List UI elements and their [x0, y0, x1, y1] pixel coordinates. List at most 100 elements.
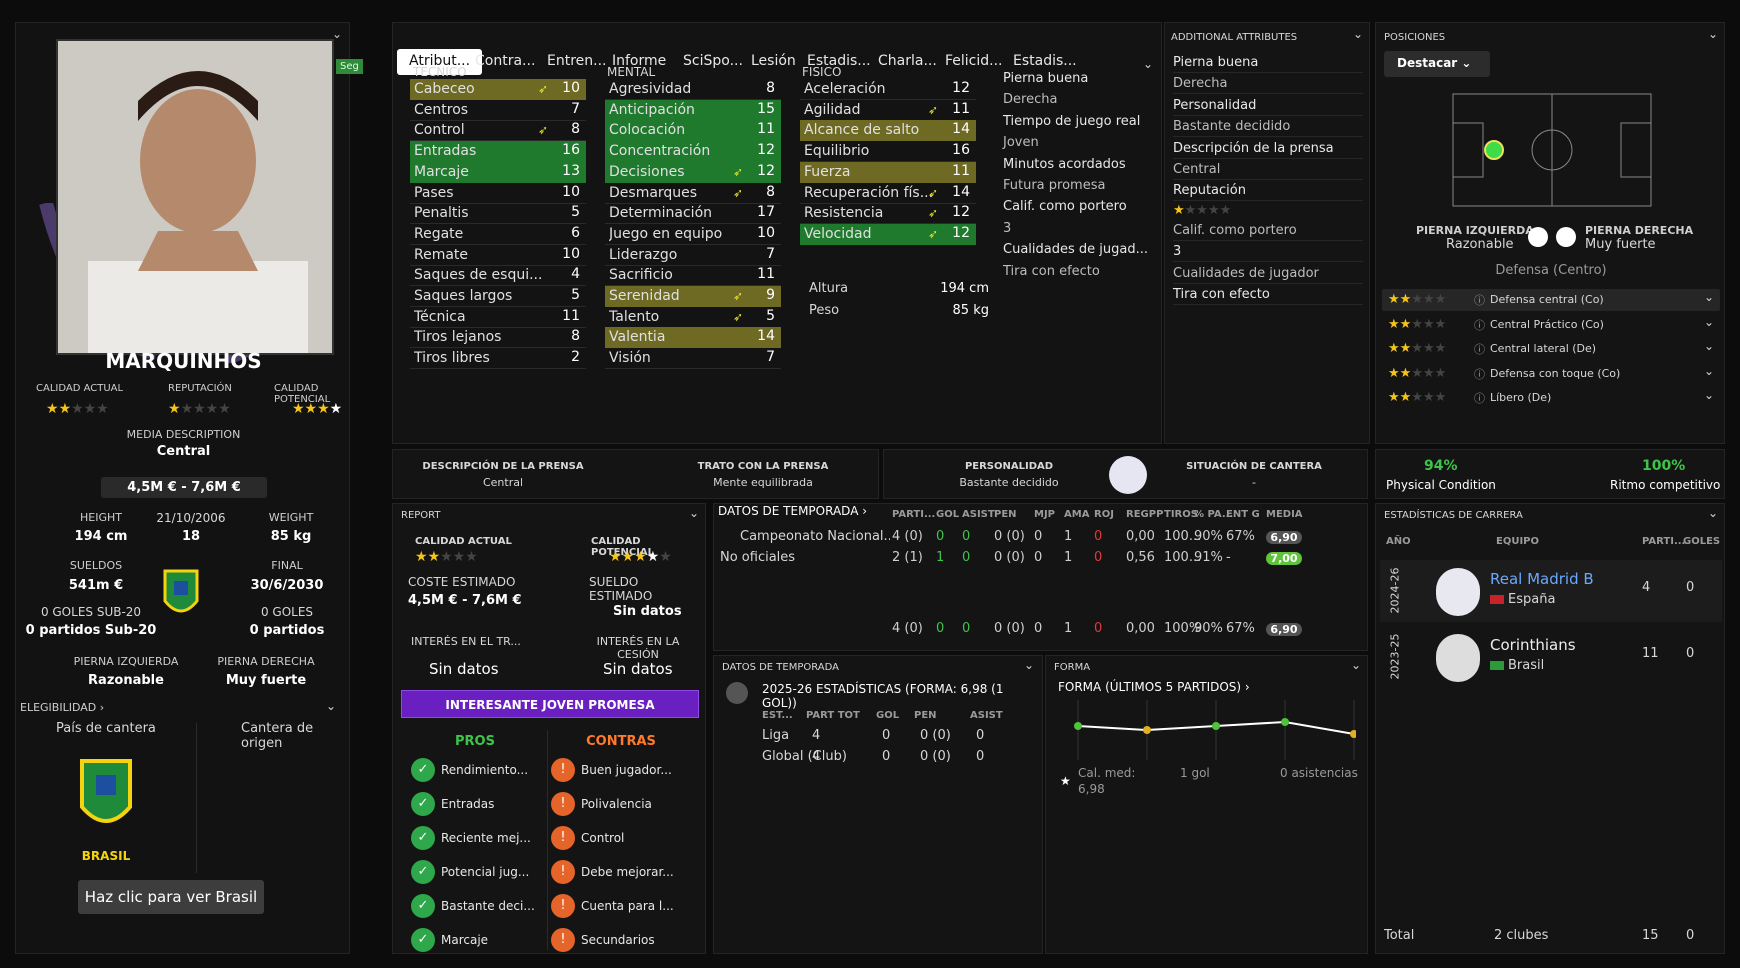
role-row[interactable]: ★★★★★ ⓘ Defensa con toque (Co) ⌄ — [1382, 363, 1720, 385]
season-total-cell: 0 — [1094, 621, 1103, 636]
chevron-down-icon[interactable]: ⌄ — [1708, 506, 1719, 520]
attr-value: 8 — [766, 183, 775, 200]
role-row[interactable]: ★★★★★ ⓘ Central Práctico (Co) ⌄ — [1382, 314, 1720, 336]
career-row[interactable]: 2024-26 Real Madrid B España 4 0 — [1380, 560, 1722, 622]
contras-item[interactable]: Polivalencia — [581, 797, 652, 811]
form-point[interactable] — [1143, 726, 1151, 734]
pros-item[interactable]: Marcaje — [441, 933, 489, 947]
highlight-dropdown[interactable]: Destacar ⌄ — [1384, 51, 1490, 77]
chevron-down-icon[interactable]: ⌄ — [1024, 658, 1035, 672]
tab-6[interactable]: Estadis... — [807, 53, 871, 69]
report-panel: REPORT ⌄ CALIDAD ACTUAL ★★★★★ CALIDAD PO… — [392, 503, 706, 954]
chevron-down-icon[interactable]: ⌄ — [1704, 363, 1715, 378]
divider — [605, 99, 781, 100]
attr-row-tecnico: Pases 10 — [410, 183, 586, 204]
season-col: TIROS — [1164, 509, 1198, 520]
attr-value: 8 — [766, 80, 775, 96]
additional-item: Central — [1173, 162, 1363, 180]
pros-item[interactable]: Potencial jug... — [441, 865, 530, 879]
chevron-down-icon[interactable]: ⌄ — [1143, 57, 1154, 71]
pros-item[interactable]: Rendimiento... — [441, 763, 529, 777]
chevron-down-icon[interactable]: ⌄ — [1708, 27, 1719, 41]
nation-label: BRASIL — [81, 849, 131, 863]
trato-value: Mente equilibrada — [713, 476, 813, 489]
divider — [196, 723, 197, 873]
star-icon: ★ — [1060, 774, 1071, 788]
pros-item[interactable]: Reciente mej... — [441, 831, 531, 845]
tab-2[interactable]: Entren... — [547, 53, 607, 69]
chevron-down-icon[interactable]: ⌄ — [1704, 314, 1715, 329]
forma-panel: FORMA ⌄ FORMA (ÚLTIMOS 5 PARTIDOS) › Cal… — [1045, 655, 1368, 954]
tab-9[interactable]: Estadis... — [1013, 53, 1077, 69]
goals: 0 GOLES — [260, 605, 314, 619]
view-country-button[interactable]: Haz clic para ver Brasil — [78, 880, 264, 914]
attr-row-tecnico: Penaltis 5 — [410, 203, 586, 224]
role-row[interactable]: ★★★★★ ⓘ Líbero (De) ⌄ — [1382, 387, 1720, 409]
additional-item: Calif. como portero — [1173, 223, 1363, 241]
chevron-down-icon[interactable]: ⌄ — [1704, 290, 1715, 304]
season-cell: 1 — [1064, 529, 1073, 544]
elegibility-link[interactable]: ELEGIBILIDAD › — [20, 701, 105, 714]
chevron-down-icon[interactable]: ⌄ — [1704, 339, 1715, 353]
season2-cell: Liga — [762, 728, 790, 743]
career-team[interactable]: Corinthians — [1490, 636, 1576, 654]
chevron-down-icon[interactable]: ⌄ — [1351, 658, 1362, 672]
chevron-down-icon[interactable]: ⌄ — [1704, 388, 1715, 402]
rfoot-label: PIERNA DERECHA — [217, 655, 315, 668]
contras-item[interactable]: Debe mejorar... — [581, 865, 674, 879]
attr-value: 11 — [952, 162, 970, 179]
rep-stars: ★★★★★ — [1173, 202, 1232, 218]
attr-row-tecnico: Remate 10 — [410, 245, 586, 266]
attr-row-mental: Concentración 12 — [605, 141, 781, 163]
career-team[interactable]: Real Madrid B — [1490, 570, 1594, 588]
tab-3[interactable]: Informe — [612, 53, 667, 69]
sit-value: - — [1252, 476, 1256, 489]
chevron-down-icon[interactable]: ⌄ — [689, 506, 700, 520]
tab-0[interactable]: Atribut... — [397, 49, 483, 75]
chevron-down-icon[interactable]: ⌄ — [1353, 27, 1364, 41]
attr-name: Cabeceo — [414, 81, 475, 97]
contras-item[interactable]: Secundarios — [581, 933, 655, 947]
trend-arrow-icon: ➶ — [733, 309, 744, 324]
season-cell: 0,56 — [1126, 550, 1155, 565]
contras-item[interactable]: Buen jugador... — [581, 763, 672, 777]
contras-icon: ! — [551, 928, 575, 952]
form-point[interactable] — [1212, 722, 1220, 730]
divider — [410, 285, 586, 287]
mid-info-item: Futura promesa — [1003, 178, 1106, 193]
forma-sub-link[interactable]: FORMA (ÚLTIMOS 5 PARTIDOS) › — [1058, 680, 1250, 694]
tab-1[interactable]: Contra... — [475, 53, 536, 69]
season-total-cell: 67% — [1226, 621, 1255, 636]
attr-value: 14 — [952, 183, 970, 200]
tab-5[interactable]: Lesión — [751, 53, 796, 69]
form-point[interactable] — [1281, 718, 1289, 726]
chevron-down-icon[interactable]: ⌄ — [326, 699, 337, 713]
role-row[interactable]: ★★★★★ ⓘ Central lateral (De) ⌄ — [1382, 338, 1720, 360]
form-point[interactable] — [1074, 722, 1082, 730]
form-point[interactable] — [1350, 730, 1356, 738]
role-row[interactable]: ★★★★★ ⓘ Defensa central (Co) ⌄ — [1382, 289, 1720, 311]
season-cell: 0 — [1034, 550, 1043, 565]
mid-info-item: Pierna buena — [1003, 71, 1089, 86]
contras-item[interactable]: Control — [581, 831, 625, 845]
chevron-down-icon[interactable]: ⌄ — [332, 27, 343, 41]
divider — [410, 264, 586, 266]
flag-icon — [1490, 595, 1504, 604]
pros-item[interactable]: Entradas — [441, 797, 495, 811]
attr-name: Control — [414, 122, 465, 139]
divider — [410, 306, 586, 307]
tab-4[interactable]: SciSpo... — [683, 53, 743, 69]
divider — [605, 326, 781, 328]
season2-col: EST... — [762, 710, 793, 721]
contras-item[interactable]: Cuenta para l... — [581, 899, 674, 913]
season-title-link[interactable]: DATOS DE TEMPORADA › — [718, 504, 868, 518]
tab-8[interactable]: Felicid... — [945, 53, 1003, 69]
season-col: % PA... — [1194, 509, 1234, 520]
attr-row-mental: Valentia 14 — [605, 327, 781, 349]
desc-value: Central — [482, 476, 524, 489]
career-row[interactable]: 2023-25 Corinthians Brasil 11 0 — [1380, 626, 1722, 688]
attr-row-tecnico: Regate 6 — [410, 224, 586, 245]
additional-panel: ADDITIONAL ATTRIBUTES ⌄ Pierna buena Dere… — [1164, 22, 1370, 444]
pros-item[interactable]: Bastante deci... — [441, 899, 535, 913]
tab-7[interactable]: Charla... — [878, 53, 937, 69]
